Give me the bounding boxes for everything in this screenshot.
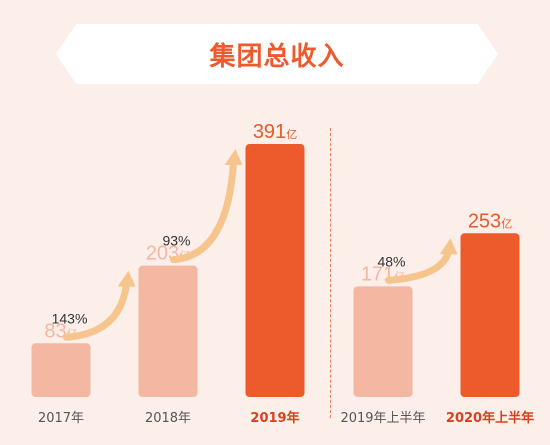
bar-value-label-4: 253亿 xyxy=(468,210,512,232)
bar-1 xyxy=(138,265,198,397)
bar-value-unit-2: 亿 xyxy=(286,128,297,141)
growth-arrow-1 xyxy=(170,158,237,264)
growth-label-0: 143% xyxy=(52,310,88,326)
growth-label-1: 93% xyxy=(162,233,190,249)
growth-arrow-2 xyxy=(385,247,452,284)
title-banner: 集团总收入 xyxy=(56,24,498,84)
bar-0 xyxy=(31,343,91,397)
category-label-0: 2017年 xyxy=(38,411,84,426)
category-label-2: 2019年 xyxy=(250,410,299,426)
category-label-3: 2019年上半年 xyxy=(340,411,425,426)
title-banner-shape xyxy=(56,24,498,84)
bar-value-number-2: 391 xyxy=(253,121,286,143)
growth-arrowhead-2 xyxy=(439,238,458,255)
category-label-1: 2018年 xyxy=(145,411,191,426)
bar-value-unit-4: 亿 xyxy=(501,217,512,230)
bar-value-number-4: 253 xyxy=(468,210,501,232)
growth-arrowhead-0 xyxy=(117,270,136,287)
bar-4 xyxy=(460,233,520,397)
bar-3 xyxy=(353,286,413,397)
bar-value-number-0: 83 xyxy=(44,320,66,342)
chart-title: 集团总收入 xyxy=(209,41,345,72)
bar-value-label-2: 391亿 xyxy=(253,121,297,143)
group-divider xyxy=(330,128,331,418)
growth-label-2: 48% xyxy=(377,253,405,269)
growth-arrowhead-1 xyxy=(224,149,243,166)
growth-arrow-0 xyxy=(63,280,130,341)
category-label-4: 2020年上半年 xyxy=(446,410,534,426)
bar-2 xyxy=(245,144,305,397)
